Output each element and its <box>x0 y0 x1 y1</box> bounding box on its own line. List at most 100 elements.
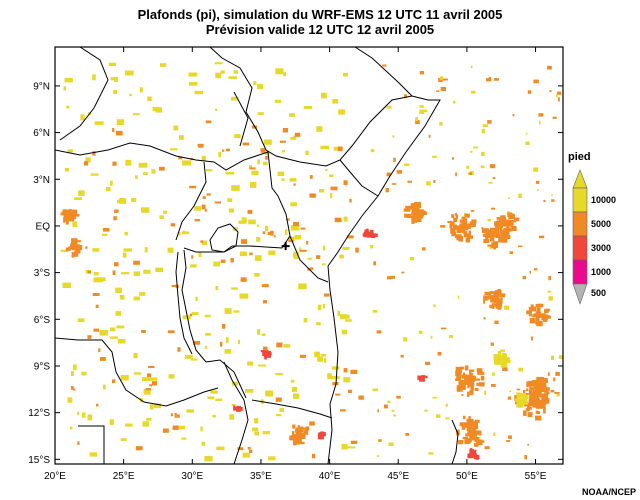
ceiling-cell <box>320 353 327 357</box>
ceiling-cell <box>142 377 151 382</box>
ceiling-cell <box>469 369 472 374</box>
ceiling-cell <box>465 433 473 437</box>
ceiling-cell <box>267 231 273 236</box>
ceiling-cell <box>501 355 507 362</box>
ceiling-cell <box>457 295 460 299</box>
ceiling-cell <box>461 216 466 219</box>
ceiling-cell <box>220 70 225 74</box>
ceiling-cell <box>532 314 537 318</box>
map-title: Plafonds (pi), simulation du WRF-EMS 12 … <box>137 7 503 22</box>
ceiling-cell <box>218 151 222 158</box>
ceiling-cell <box>318 432 324 438</box>
ceiling-cell <box>490 231 496 235</box>
ceiling-cell <box>489 236 495 242</box>
ceiling-cell <box>337 310 340 316</box>
ceiling-cell <box>525 396 528 402</box>
ceiling-cell <box>68 213 73 219</box>
ceiling-cell <box>496 300 499 307</box>
kenya-somalia-border <box>339 159 379 197</box>
ceiling-cell <box>254 255 262 261</box>
ceiling-cell <box>300 227 306 230</box>
ceiling-cell <box>314 351 320 358</box>
ceiling-cell <box>505 220 510 224</box>
ceiling-cell <box>125 423 133 427</box>
ceiling-cell <box>202 196 206 199</box>
ceiling-cell <box>254 419 259 424</box>
ceiling-cell <box>341 443 348 450</box>
credit-label: NOAA/NCEP <box>581 487 636 497</box>
ceiling-cell <box>468 378 476 382</box>
ceiling-cell <box>63 213 69 218</box>
ceiling-cell <box>386 172 391 177</box>
ceiling-cell <box>239 293 249 299</box>
ceiling-cell <box>533 79 539 84</box>
ceiling-cell <box>282 128 288 133</box>
ceiling-cell <box>250 181 257 188</box>
ceiling-cell <box>461 220 468 227</box>
ceiling-cell <box>159 166 165 171</box>
ceiling-cell <box>162 428 169 433</box>
ceiling-cell <box>112 379 116 384</box>
ceiling-cell <box>529 386 532 392</box>
ceiling-cell <box>143 269 151 274</box>
ceiling-cell <box>470 385 474 391</box>
madagascar-coast <box>451 419 459 464</box>
ceiling-cell <box>72 388 76 391</box>
ceiling-cell <box>76 244 79 248</box>
ceiling-cell <box>500 216 505 221</box>
ceiling-cell <box>483 295 491 299</box>
ceiling-cell <box>377 409 379 413</box>
ceiling-cell <box>546 391 550 395</box>
ceiling-cell <box>551 193 553 196</box>
ceiling-cell <box>415 117 418 122</box>
ceiling-cell <box>61 212 66 216</box>
ceiling-cell <box>87 270 91 274</box>
ceiling-cell <box>155 107 163 113</box>
ceiling-cell <box>139 87 143 93</box>
lon-tick-label: 35°E <box>250 471 272 482</box>
ceiling-cell <box>99 329 108 336</box>
ceiling-cell <box>330 186 338 191</box>
ceiling-cell <box>181 437 187 440</box>
ceiling-cell <box>445 417 450 420</box>
ceiling-cell <box>131 197 137 202</box>
ceiling-cell <box>116 119 125 125</box>
ceiling-cell <box>484 297 487 300</box>
ceiling-cell <box>170 413 174 417</box>
ceiling-cell <box>467 391 470 398</box>
ceiling-cell <box>146 373 152 377</box>
ceiling-cell <box>487 244 493 247</box>
ceiling-cell <box>112 161 117 166</box>
ceiling-cell <box>491 207 495 210</box>
ceiling-cell <box>163 210 167 214</box>
ceiling-cell <box>146 417 152 421</box>
ceiling-cell <box>474 387 479 391</box>
ceiling-cell <box>215 398 223 401</box>
ceiling-cell <box>440 327 447 330</box>
ceiling-cell <box>92 74 96 81</box>
ceiling-cell <box>523 389 526 394</box>
ceiling-cell <box>215 108 218 111</box>
ceiling-cell <box>433 304 436 308</box>
ceiling-cell <box>474 442 479 447</box>
ceiling-cell <box>493 354 499 360</box>
ceiling-cell <box>67 149 73 153</box>
ceiling-cell <box>343 377 351 383</box>
ceiling-cell <box>537 411 541 415</box>
ceiling-cell <box>451 214 455 218</box>
ceiling-cell <box>67 218 75 222</box>
ceiling-cell <box>382 64 387 67</box>
ceiling-cell <box>261 333 266 336</box>
ceiling-cell <box>205 120 212 124</box>
ceiling-cell <box>317 304 322 311</box>
ceiling-cell <box>494 228 497 235</box>
ceiling-cell <box>467 453 474 459</box>
ceiling-cell <box>517 398 524 405</box>
ceiling-cell <box>81 371 87 376</box>
ceiling-cell <box>219 341 223 347</box>
ceiling-cell <box>516 388 521 391</box>
ceiling-cell <box>260 148 266 153</box>
ceiling-cell <box>516 392 522 396</box>
ceiling-cell <box>249 449 253 453</box>
lake-malawi <box>223 361 249 464</box>
